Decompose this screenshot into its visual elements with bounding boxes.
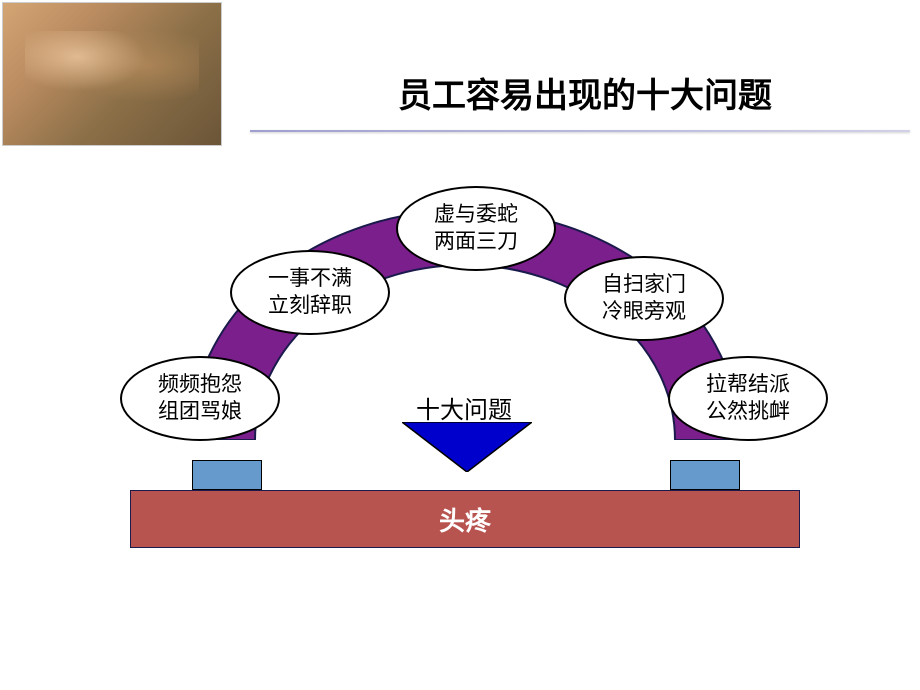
node-line2: 冷眼旁观 (602, 299, 686, 325)
title-underline (250, 130, 910, 132)
node-line1: 一事不满 (268, 266, 352, 292)
node-line1: 虚与委蛇 (434, 202, 518, 228)
ellipse-node-0: 频频抱怨组团骂娘 (120, 356, 280, 441)
node-line2: 组团骂娘 (158, 399, 242, 425)
node-line1: 自扫家门 (602, 272, 686, 298)
node-line2: 公然挑衅 (706, 399, 790, 425)
pedestal-left (192, 460, 262, 490)
base-label: 头疼 (439, 501, 491, 538)
node-line2: 两面三刀 (434, 229, 518, 255)
ellipse-node-1: 一事不满立刻辞职 (230, 250, 390, 335)
ellipse-node-2: 虚与委蛇两面三刀 (396, 186, 556, 271)
ellipse-node-3: 自扫家门冷眼旁观 (564, 256, 724, 341)
center-label: 十大问题 (416, 390, 512, 425)
base-bar: 头疼 (130, 490, 800, 548)
ellipse-node-4: 拉帮结派公然挑衅 (668, 356, 828, 441)
node-line1: 频频抱怨 (158, 372, 242, 398)
arrow-down (402, 422, 532, 472)
arch-diagram: 频频抱怨组团骂娘一事不满立刻辞职虚与委蛇两面三刀自扫家门冷眼旁观拉帮结派公然挑衅… (120, 170, 800, 630)
header-photo (2, 2, 222, 146)
slide-title: 员工容易出现的十大问题 (280, 68, 890, 117)
node-line1: 拉帮结派 (706, 372, 790, 398)
node-line2: 立刻辞职 (268, 293, 352, 319)
pedestal-right (670, 460, 740, 490)
